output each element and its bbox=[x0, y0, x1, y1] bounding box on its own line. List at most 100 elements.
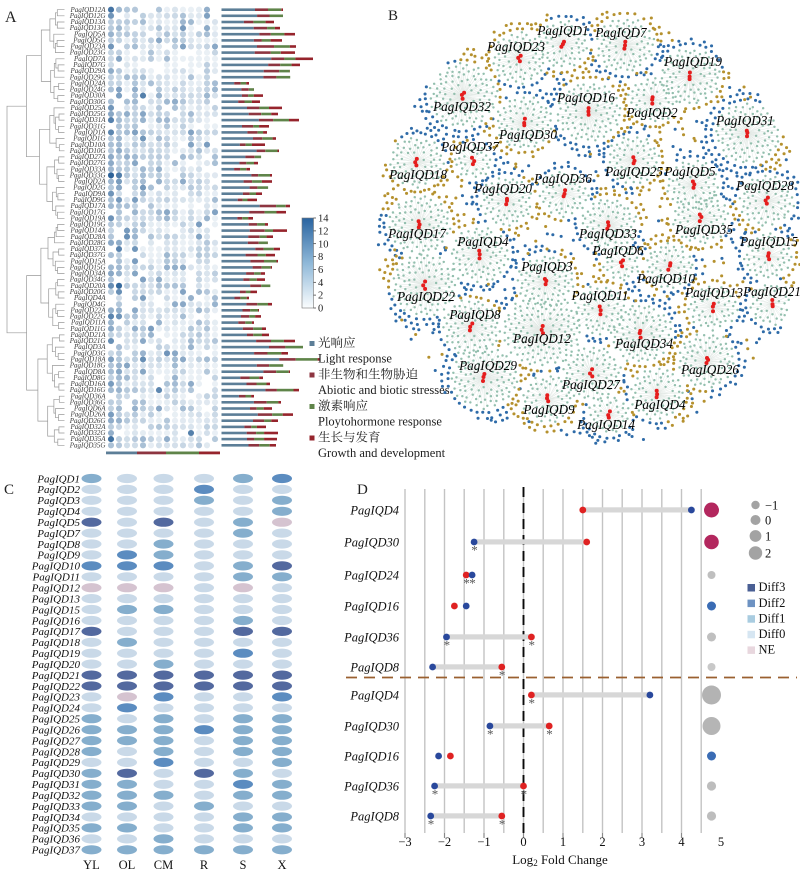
svg-text:PagIQD5: PagIQD5 bbox=[663, 164, 716, 179]
svg-text:PagIQD29: PagIQD29 bbox=[31, 757, 81, 769]
svg-text:PagIQD23A: PagIQD23A bbox=[70, 43, 107, 51]
svg-text:PagIQD31: PagIQD31 bbox=[31, 779, 80, 791]
svg-text:PagIQD36A: PagIQD36A bbox=[70, 392, 107, 400]
svg-text:PagIQD9: PagIQD9 bbox=[522, 402, 575, 417]
svg-text:PagIQD35: PagIQD35 bbox=[31, 823, 81, 835]
svg-text:A: A bbox=[5, 9, 17, 26]
svg-text:PagIQD20: PagIQD20 bbox=[473, 181, 532, 196]
svg-text:−1: −1 bbox=[765, 499, 778, 513]
svg-text:PagIQD18: PagIQD18 bbox=[31, 637, 81, 649]
svg-text:PagIQD26: PagIQD26 bbox=[680, 362, 739, 377]
svg-text:6: 6 bbox=[318, 265, 323, 276]
svg-text:PagIQD23G: PagIQD23G bbox=[69, 49, 106, 57]
svg-text:PagIQD7G: PagIQD7G bbox=[72, 61, 105, 69]
svg-text:PagIQD27: PagIQD27 bbox=[31, 735, 81, 747]
svg-text:PagIQD15: PagIQD15 bbox=[31, 604, 81, 616]
svg-text:PagIQD15A: PagIQD15A bbox=[70, 257, 107, 265]
svg-text:PagIQD20: PagIQD20 bbox=[31, 659, 81, 671]
svg-text:*: * bbox=[469, 576, 476, 591]
svg-text:PagIQD30: PagIQD30 bbox=[498, 127, 557, 142]
svg-text:PagIQD17: PagIQD17 bbox=[387, 226, 447, 241]
svg-text:PagIQD25A: PagIQD25A bbox=[70, 104, 107, 112]
svg-text:PagIQD10: PagIQD10 bbox=[31, 561, 81, 573]
svg-text:PagIQD32: PagIQD32 bbox=[31, 790, 81, 802]
svg-text:PagIQD27: PagIQD27 bbox=[561, 377, 621, 392]
svg-text:PagIQD1: PagIQD1 bbox=[536, 23, 588, 38]
svg-text:PagIQD8G: PagIQD8G bbox=[72, 374, 105, 382]
svg-text:C: C bbox=[4, 482, 14, 498]
svg-text:*: * bbox=[487, 727, 494, 742]
svg-text:PagIQD22: PagIQD22 bbox=[396, 289, 455, 304]
svg-text:PagIQD18A: PagIQD18A bbox=[70, 356, 107, 364]
svg-text:*: * bbox=[432, 787, 439, 802]
svg-text:PagIQD14A: PagIQD14A bbox=[70, 227, 107, 235]
svg-text:PagIQD30A: PagIQD30A bbox=[70, 92, 107, 100]
svg-text:PagIQD21: PagIQD21 bbox=[31, 670, 80, 682]
svg-text:−2: −2 bbox=[438, 835, 451, 849]
svg-text:PagIQD30G: PagIQD30G bbox=[69, 98, 106, 106]
svg-text:PagIQD6: PagIQD6 bbox=[591, 243, 644, 258]
svg-text:Log2 Fold Change: Log2 Fold Change bbox=[512, 852, 608, 868]
svg-text:PagIQD26A: PagIQD26A bbox=[70, 411, 107, 419]
svg-text:*: * bbox=[521, 787, 528, 802]
svg-text:D: D bbox=[357, 482, 368, 498]
svg-text:PagIQD28: PagIQD28 bbox=[735, 178, 794, 193]
svg-text:PagIQD3G: PagIQD3G bbox=[72, 349, 105, 357]
svg-text:PagIQD30: PagIQD30 bbox=[343, 535, 400, 549]
svg-text:PagIQD31G: PagIQD31G bbox=[69, 122, 106, 130]
svg-text:*: * bbox=[499, 817, 506, 832]
svg-text:PagIQD4: PagIQD4 bbox=[633, 397, 686, 412]
svg-text:PagIQD23: PagIQD23 bbox=[31, 692, 81, 704]
svg-text:PagIQD15: PagIQD15 bbox=[739, 234, 798, 249]
svg-text:PagIQD7: PagIQD7 bbox=[594, 25, 648, 40]
svg-text:PagIQD1: PagIQD1 bbox=[36, 473, 80, 485]
svg-text:PagIQD7A: PagIQD7A bbox=[73, 55, 106, 63]
svg-text:PagIQD25: PagIQD25 bbox=[31, 714, 81, 726]
svg-text:X: X bbox=[277, 858, 286, 872]
svg-text:*: * bbox=[471, 543, 478, 558]
svg-text:PagIQD37A: PagIQD37A bbox=[70, 245, 107, 253]
svg-text:PagIQD33G: PagIQD33G bbox=[69, 171, 106, 179]
svg-text:PagIQD18G: PagIQD18G bbox=[69, 362, 106, 370]
svg-text:PagIQD8: PagIQD8 bbox=[448, 307, 501, 322]
svg-text:2: 2 bbox=[318, 291, 323, 302]
svg-text:CM: CM bbox=[154, 858, 173, 872]
svg-text:Diff2: Diff2 bbox=[759, 596, 786, 610]
svg-text:PagIQD34: PagIQD34 bbox=[31, 812, 81, 824]
svg-text:PagIQD37: PagIQD37 bbox=[440, 139, 500, 154]
svg-text:PagIQD34: PagIQD34 bbox=[614, 336, 673, 351]
svg-text:PagIQD13G: PagIQD13G bbox=[69, 24, 106, 32]
svg-text:*: * bbox=[463, 576, 470, 591]
svg-text:PagIQD3A: PagIQD3A bbox=[73, 343, 106, 351]
svg-text:PagIQD36: PagIQD36 bbox=[533, 171, 592, 186]
svg-text:*: * bbox=[444, 638, 451, 653]
svg-text:PagIQD17G: PagIQD17G bbox=[69, 208, 106, 216]
svg-text:PagIQD27G: PagIQD27G bbox=[69, 159, 106, 167]
svg-text:10: 10 bbox=[318, 239, 329, 250]
svg-text:PagIQD9G: PagIQD9G bbox=[72, 196, 105, 204]
svg-text:PagIQD9A: PagIQD9A bbox=[73, 190, 106, 198]
svg-text:PagIQD4A: PagIQD4A bbox=[73, 294, 106, 302]
svg-text:PagIQD10G: PagIQD10G bbox=[69, 147, 106, 155]
svg-text:OL: OL bbox=[119, 858, 136, 872]
svg-text:PagIQD29G: PagIQD29G bbox=[69, 73, 106, 81]
svg-text:PagIQD2: PagIQD2 bbox=[36, 484, 80, 496]
svg-text:Abiotic and biotic stresses: Abiotic and biotic stresses bbox=[318, 383, 450, 397]
svg-text:PagIQD26: PagIQD26 bbox=[31, 725, 81, 737]
svg-text:PagIQD11: PagIQD11 bbox=[32, 572, 80, 584]
svg-text:PagIQD5G: PagIQD5G bbox=[72, 37, 105, 45]
svg-text:*: * bbox=[529, 638, 536, 653]
svg-text:PagIQD28G: PagIQD28G bbox=[69, 239, 106, 247]
svg-text:PagIQD17A: PagIQD17A bbox=[70, 202, 107, 210]
svg-text:PagIQD8: PagIQD8 bbox=[349, 660, 399, 674]
svg-text:PagIQD29: PagIQD29 bbox=[458, 358, 517, 373]
svg-text:PagIQD18: PagIQD18 bbox=[388, 167, 447, 182]
svg-text:PagIQD17: PagIQD17 bbox=[31, 626, 81, 638]
svg-text:PagIQD7: PagIQD7 bbox=[36, 528, 80, 540]
svg-text:Growth and development: Growth and development bbox=[318, 446, 446, 460]
svg-text:NE: NE bbox=[759, 643, 776, 657]
svg-text:PagIQD37G: PagIQD37G bbox=[69, 251, 106, 259]
svg-text:PagIQD31: PagIQD31 bbox=[715, 113, 774, 128]
svg-text:PagIQD28: PagIQD28 bbox=[31, 746, 81, 758]
svg-text:S: S bbox=[240, 858, 247, 872]
